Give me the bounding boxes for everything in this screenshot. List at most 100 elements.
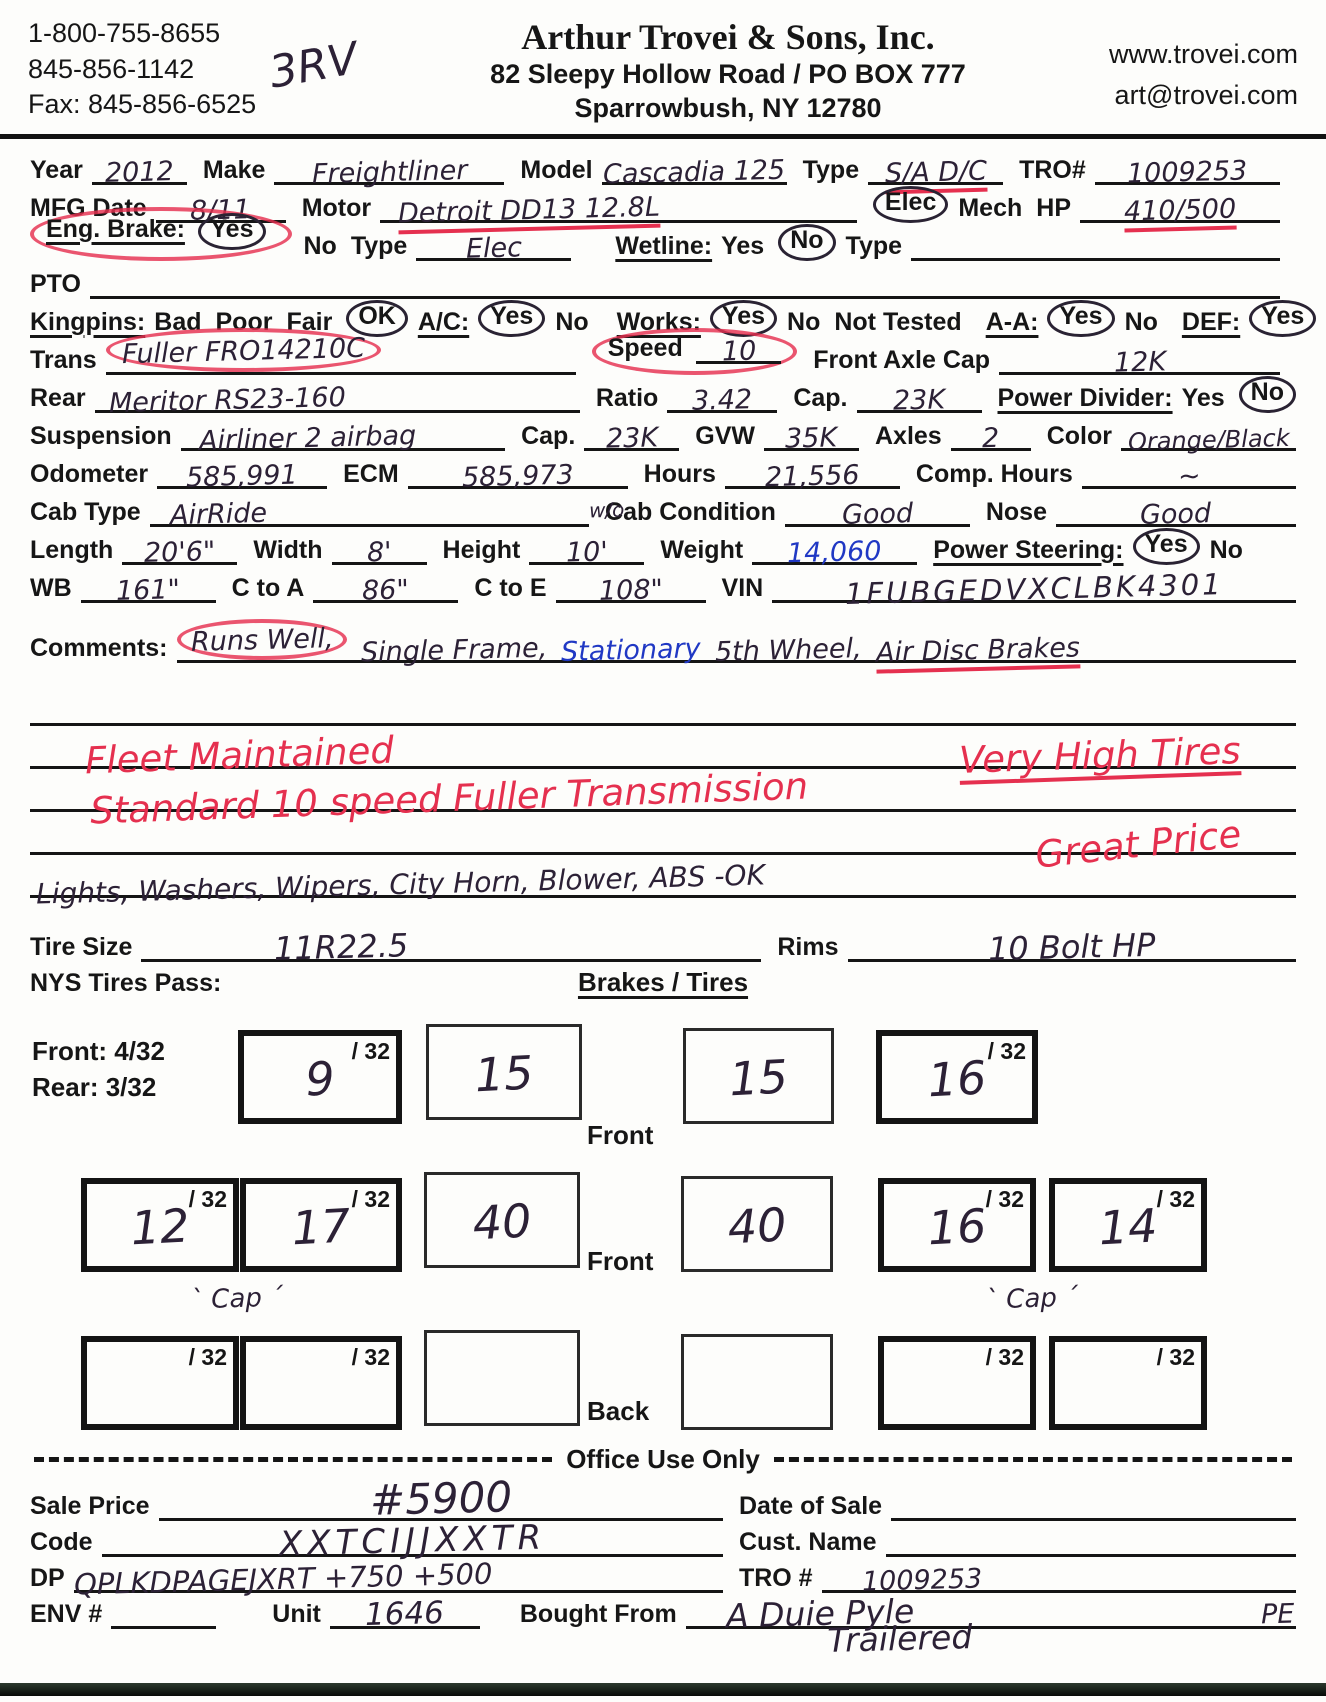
nose-value: Good	[1140, 497, 1212, 531]
c-to-a-label: C to A	[231, 573, 305, 602]
tread-value: 16	[926, 1049, 988, 1107]
letterhead: 1-800-755-8655 845-856-1142 Fax: 845-856…	[0, 0, 1326, 128]
cab-type-label: Cab Type	[30, 497, 141, 526]
ac-yes-circled: Yes	[478, 299, 546, 337]
row-rear-ratio: Rear Meritor RS23-160 Ratio 3.42 Cap. 23…	[30, 372, 1296, 419]
office-tro-line: 1009253	[821, 1563, 1296, 1597]
weight-line: 14,060	[752, 524, 918, 569]
type-line: S/A D/C	[868, 144, 1004, 189]
tire-size-line: 11R22.5	[141, 903, 762, 968]
code-value: XXTCIJJXXTR	[278, 1517, 547, 1564]
unit-32: / 32	[1156, 1343, 1195, 1370]
tread-value: 17	[290, 1197, 352, 1255]
row-mfg-motor-hp: MFG Date 8/11 Motor Detroit DD13 12.8L E…	[30, 185, 1296, 229]
front-axle-label-1: Front	[587, 1119, 654, 1150]
elec-option-circled: Elec	[872, 185, 949, 223]
brake-value	[427, 1374, 577, 1382]
tire-box-front-right: / 32 16	[876, 1029, 1038, 1124]
row-pto: PTO	[30, 261, 1296, 299]
c-to-e-line: 108"	[555, 562, 706, 606]
office-section: Sale Price #5900 Date of Sale Code XXTCI…	[0, 1472, 1326, 1635]
office-tro-field: TRO # 1009253	[738, 1563, 1296, 1597]
brake-box-drive-right: 40	[681, 1175, 833, 1272]
ratio-line: 3.42	[667, 372, 778, 416]
aa-yes-circled: Yes	[1047, 299, 1115, 337]
power-divider-no: No	[1250, 377, 1284, 406]
mech-option: Mech	[958, 193, 1023, 222]
tread-value: 9	[303, 1050, 337, 1107]
gvw-label: GVW	[695, 421, 755, 450]
ruled-line-checklist: Lights, Washers, Wipers, City Horn, Blow…	[30, 855, 1296, 910]
height-line: w/o 10'	[529, 497, 645, 568]
code-field: Code XXTCIJJXXTR	[30, 1517, 739, 1564]
ac-label: A/C:	[417, 307, 470, 336]
comp-hours-line: ~	[1081, 448, 1296, 492]
tire-size-value: 11R22.5	[273, 925, 409, 968]
date-of-sale-label: Date of Sale	[738, 1491, 883, 1520]
aa-label: A-A:	[985, 307, 1039, 336]
power-steering-no: No	[1209, 535, 1243, 564]
bought-from-line: A Duie Pyle PE	[685, 1590, 1296, 1635]
initials-pe: PE	[1260, 1598, 1295, 1630]
row-env-unit-boughtfrom: ENV # Unit 1646 Bought From A Duie Pyle …	[30, 1590, 1296, 1635]
company-address-line2: Sparrowbush, NY 12780	[574, 92, 882, 123]
pto-label: PTO	[30, 269, 81, 298]
scan-edge-bar	[0, 1683, 1326, 1696]
tread-value	[884, 1379, 1030, 1387]
front-axle-cap-line: 12K	[999, 334, 1280, 378]
tro-label: TRO#	[1019, 155, 1086, 184]
speed-red-circle: Speed 10	[591, 327, 798, 375]
tire-size-label: Tire Size	[30, 932, 133, 961]
make-label: Make	[202, 155, 266, 184]
wetline-type-line	[911, 220, 1280, 261]
power-divider-label: Power Divider:	[997, 383, 1173, 412]
row-saleprice-dateofsale: Sale Price #5900 Date of Sale	[30, 1472, 1296, 1524]
unit-label: Unit	[272, 1599, 321, 1628]
brake-box-back-left	[424, 1329, 580, 1426]
ruled-line-fleet: Fleet Maintained Very High Tires	[30, 726, 1296, 783]
tread-value	[246, 1379, 396, 1387]
ruled-line-great-price: Great Price	[30, 812, 1296, 877]
eng-brake-type-label: Type	[350, 231, 408, 260]
brake-box-front-left: 15	[426, 1023, 582, 1120]
comment-air-disc-brakes: Air Disc Brakes	[875, 631, 1080, 669]
cap-note-right: Cap	[985, 1282, 1079, 1315]
row-comments: Comments: Runs Well, Single Frame, Stati…	[30, 600, 1296, 669]
trans-line: Fuller FRO14210C	[105, 327, 576, 375]
comments-line: Runs Well, Single Frame, Stationary 5th …	[176, 600, 1296, 669]
make-line: Freightliner	[274, 144, 505, 190]
company-address-line1: 82 Sleepy Hollow Road / PO BOX 777	[490, 59, 966, 89]
def-yes: Yes	[1261, 301, 1305, 330]
gvw-line: 35K	[764, 410, 859, 454]
eng-brake-yes: Yes	[210, 214, 254, 243]
row-cab: Cab Type AirRide Cab Condition Good Nose…	[30, 489, 1296, 531]
brakes-tires-diagram: Front: 4/32 Rear: 3/32 / 32 9 15 15 / 32…	[0, 998, 1326, 1430]
ac-yes: Yes	[490, 301, 534, 330]
front-tread-spec: Front: 4/32	[32, 1035, 165, 1066]
rims-line: 10 Bolt HP	[847, 903, 1296, 968]
aa-no: No	[1124, 307, 1158, 336]
brake-box-back-right	[681, 1333, 833, 1430]
dp-field: DP QPLKDPAGEJXRT +750 +500	[30, 1556, 739, 1601]
annotation-initials: 3RV	[265, 33, 362, 99]
cust-name-label: Cust. Name	[738, 1527, 877, 1556]
rims-value: 10 Bolt HP	[987, 925, 1156, 968]
vin-line: 1FUBGEDVXCLBK4301	[772, 562, 1296, 610]
eng-brake-red-circle: Eng. Brake: Yes	[30, 206, 292, 261]
brake-box-front-right: 15	[683, 1027, 834, 1124]
suspension-line: Airliner 2 airbag	[180, 410, 506, 456]
works-no: No	[787, 307, 821, 336]
speed-label: Speed	[607, 333, 683, 362]
rear-label: Rear	[30, 383, 86, 412]
unit-32: / 32	[188, 1343, 227, 1370]
vehicle-form: Year 2012 Make Freightliner Model Cascad…	[0, 139, 1326, 669]
rear-cap-label: Cap.	[793, 383, 848, 412]
back-axle-label: Back	[587, 1395, 650, 1426]
unit-32: / 32	[188, 1185, 227, 1212]
color-label: Color	[1046, 421, 1112, 450]
trans-red-circle: Fuller FRO14210C	[105, 327, 381, 372]
office-tro-label: TRO #	[738, 1563, 813, 1592]
row-odometer: Odometer 585,991 ECM 585,973 Hours 21,55…	[30, 448, 1296, 493]
color-line: Orange/Black	[1121, 410, 1296, 456]
power-divider-no-circled: No	[1238, 375, 1296, 413]
